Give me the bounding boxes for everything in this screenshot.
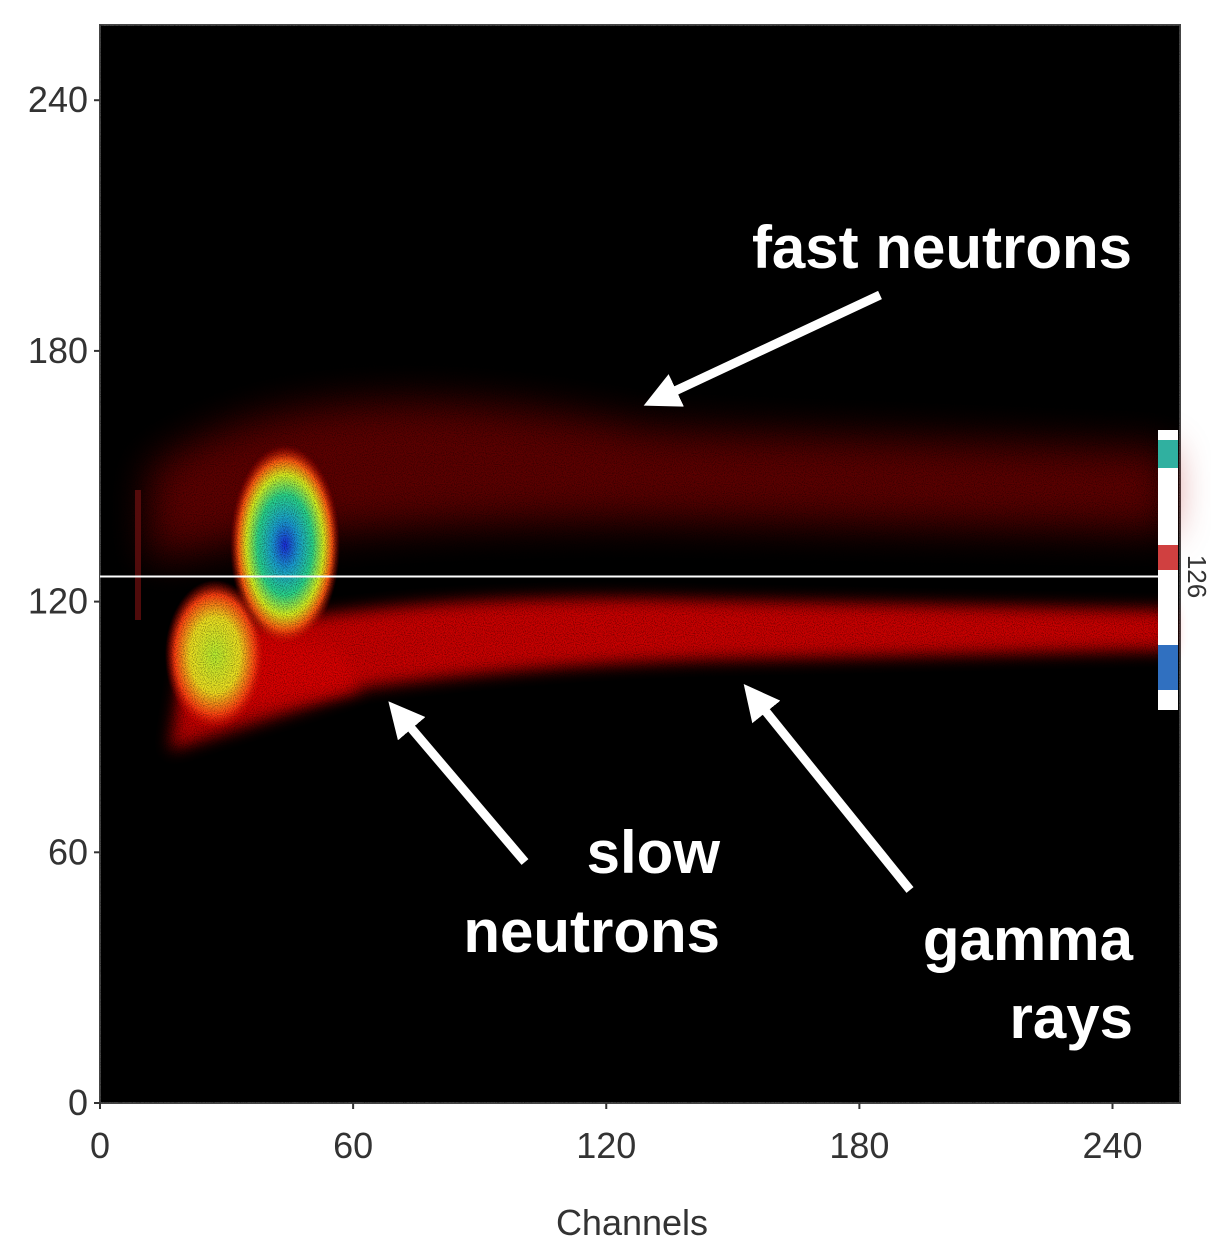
annotation-arrows: [388, 290, 914, 893]
arrow: [743, 683, 914, 893]
arrow: [388, 701, 529, 865]
side-strip-segment: [1158, 645, 1178, 690]
side-strip-segment: [1158, 545, 1178, 570]
side-strip-segment: [1158, 440, 1178, 468]
x-axis-label: Channels: [556, 1202, 708, 1243]
x-tick-label: 60: [333, 1125, 373, 1166]
annotation: rays: [1010, 984, 1133, 1051]
speckle: [100, 25, 1180, 1103]
annotation: fast neutrons: [752, 214, 1132, 281]
heatmap-density: [100, 25, 1180, 1103]
y-tick-label: 120: [28, 581, 88, 622]
annotation: neutrons: [463, 898, 720, 965]
edge-stripe: [135, 490, 141, 620]
cursor-label: 126: [1182, 555, 1211, 598]
y-tick-label: 240: [28, 79, 88, 120]
x-tick-label: 180: [829, 1125, 889, 1166]
annotation: gamma: [923, 906, 1134, 973]
x-tick-label: 0: [90, 1125, 110, 1166]
x-tick-label: 120: [576, 1125, 636, 1166]
plot-area: fast neutrons slow neutrons gamma rays: [99, 24, 1181, 1104]
y-tick-label: 180: [28, 330, 88, 371]
y-tick-label: 0: [68, 1082, 88, 1123]
y-tick-label: 60: [48, 831, 88, 872]
annotation: slow: [587, 819, 721, 886]
x-tick-label: 240: [1082, 1125, 1142, 1166]
arrow: [643, 290, 882, 407]
